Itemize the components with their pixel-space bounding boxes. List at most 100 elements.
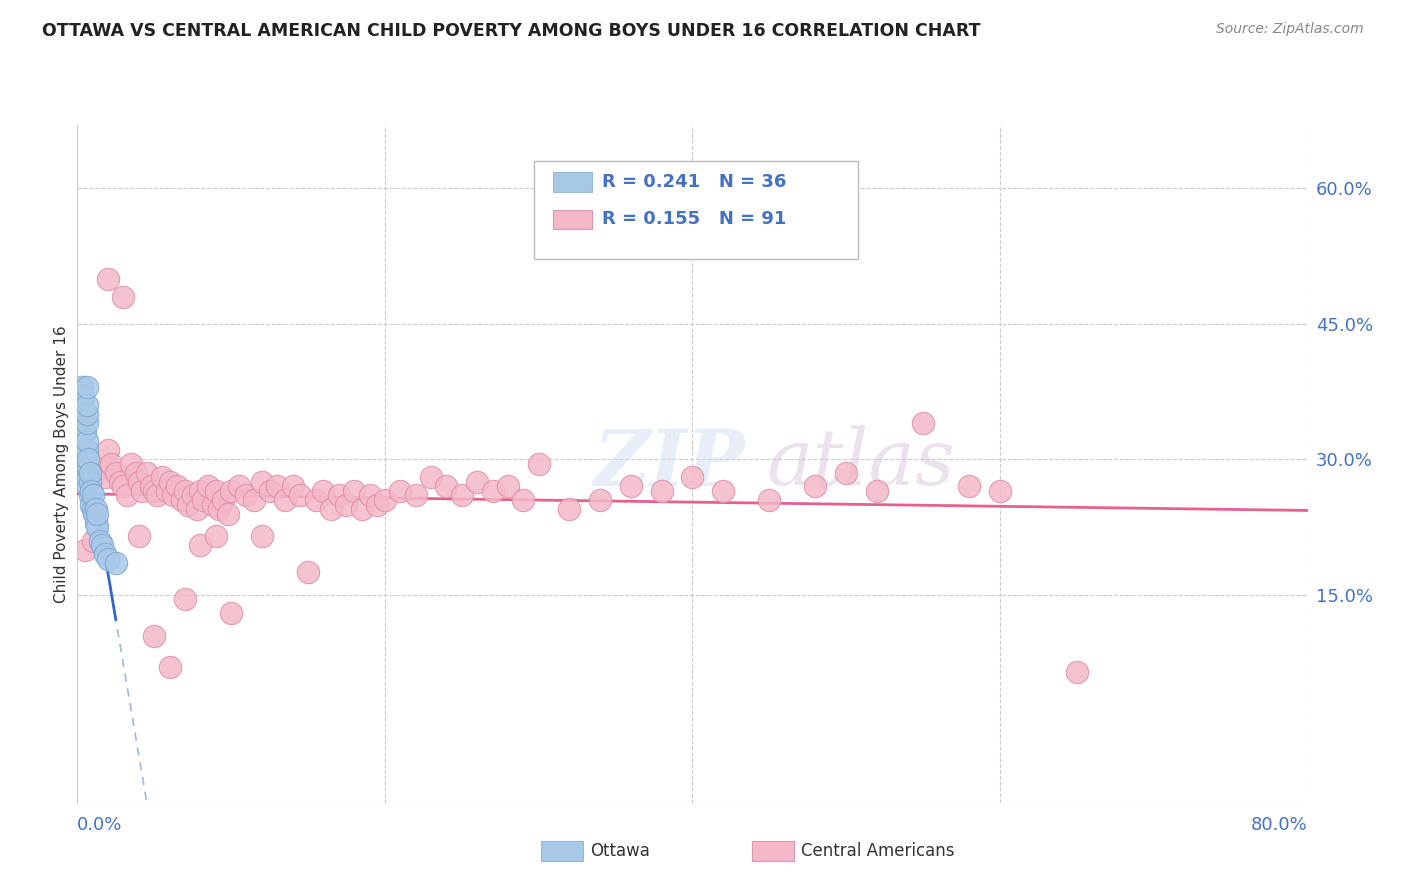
Point xyxy=(77,479,100,493)
Point xyxy=(84,502,107,516)
Point xyxy=(335,498,357,512)
Point xyxy=(170,493,193,508)
Point xyxy=(143,629,166,643)
Point xyxy=(174,592,197,607)
Point xyxy=(135,466,157,480)
Point xyxy=(259,483,281,498)
Point xyxy=(350,502,373,516)
Point xyxy=(73,542,96,557)
Point xyxy=(219,483,242,498)
Point xyxy=(186,502,208,516)
Point xyxy=(312,483,335,498)
Point xyxy=(86,507,108,521)
Point xyxy=(70,411,93,425)
Point xyxy=(620,479,643,493)
Point xyxy=(174,483,197,498)
Point xyxy=(201,498,224,512)
Point xyxy=(359,488,381,502)
Point xyxy=(97,551,120,566)
Point xyxy=(274,493,297,508)
Point xyxy=(110,475,132,489)
Point xyxy=(496,479,519,493)
Point xyxy=(82,533,104,548)
Point xyxy=(228,479,250,493)
Point xyxy=(73,425,96,440)
Text: 0.0%: 0.0% xyxy=(77,816,122,834)
Point xyxy=(912,416,935,430)
Point xyxy=(77,461,100,475)
Point xyxy=(150,470,173,484)
Point xyxy=(79,475,101,489)
Point xyxy=(94,470,117,484)
Point xyxy=(128,529,150,543)
Point xyxy=(76,380,98,394)
Point xyxy=(82,488,104,502)
Point xyxy=(76,398,98,412)
Point xyxy=(104,466,127,480)
Point xyxy=(155,483,177,498)
Point xyxy=(212,493,235,508)
Point xyxy=(328,488,350,502)
Point xyxy=(115,488,138,502)
Point xyxy=(141,479,163,493)
Point xyxy=(146,488,169,502)
Point xyxy=(82,502,104,516)
Point xyxy=(405,488,427,502)
Point xyxy=(758,493,780,508)
Text: Ottawa: Ottawa xyxy=(591,842,651,860)
Point xyxy=(80,498,103,512)
Point xyxy=(465,475,488,489)
Point xyxy=(120,457,142,471)
Point xyxy=(235,488,257,502)
Text: 80.0%: 80.0% xyxy=(1251,816,1308,834)
Point xyxy=(97,271,120,285)
Point xyxy=(79,488,101,502)
Point xyxy=(73,443,96,458)
Text: atlas: atlas xyxy=(766,425,955,502)
Point xyxy=(436,479,458,493)
Point xyxy=(143,483,166,498)
Point xyxy=(481,483,503,498)
Point xyxy=(112,290,135,304)
Point xyxy=(250,529,273,543)
Point xyxy=(420,470,443,484)
Point xyxy=(86,520,108,534)
Point xyxy=(79,466,101,480)
Point xyxy=(166,479,188,493)
Point xyxy=(188,538,212,552)
Text: ZIP: ZIP xyxy=(595,425,745,502)
Point xyxy=(389,483,412,498)
Point xyxy=(512,493,534,508)
Point xyxy=(204,483,226,498)
Point xyxy=(89,461,111,475)
Point xyxy=(76,407,98,421)
Point xyxy=(243,493,266,508)
Point xyxy=(159,475,181,489)
Point xyxy=(651,483,673,498)
Point xyxy=(281,479,304,493)
Point xyxy=(305,493,328,508)
Point xyxy=(125,466,148,480)
Point xyxy=(128,475,150,489)
Point xyxy=(89,533,111,548)
Point xyxy=(159,660,181,674)
Point xyxy=(83,507,105,521)
Point xyxy=(188,483,212,498)
Point xyxy=(297,566,319,580)
Point xyxy=(94,547,117,561)
Point xyxy=(77,470,100,484)
Point xyxy=(250,475,273,489)
Text: OTTAWA VS CENTRAL AMERICAN CHILD POVERTY AMONG BOYS UNDER 16 CORRELATION CHART: OTTAWA VS CENTRAL AMERICAN CHILD POVERTY… xyxy=(42,22,980,40)
Point xyxy=(319,502,342,516)
Point xyxy=(70,380,93,394)
Point xyxy=(80,483,103,498)
Point xyxy=(76,416,98,430)
Y-axis label: Child Poverty Among Boys Under 16: Child Poverty Among Boys Under 16 xyxy=(53,325,69,603)
Point xyxy=(84,516,107,530)
Point xyxy=(589,493,612,508)
Point xyxy=(76,434,98,449)
Point xyxy=(711,483,734,498)
Point xyxy=(177,498,200,512)
Point xyxy=(131,483,153,498)
Point xyxy=(76,461,98,475)
